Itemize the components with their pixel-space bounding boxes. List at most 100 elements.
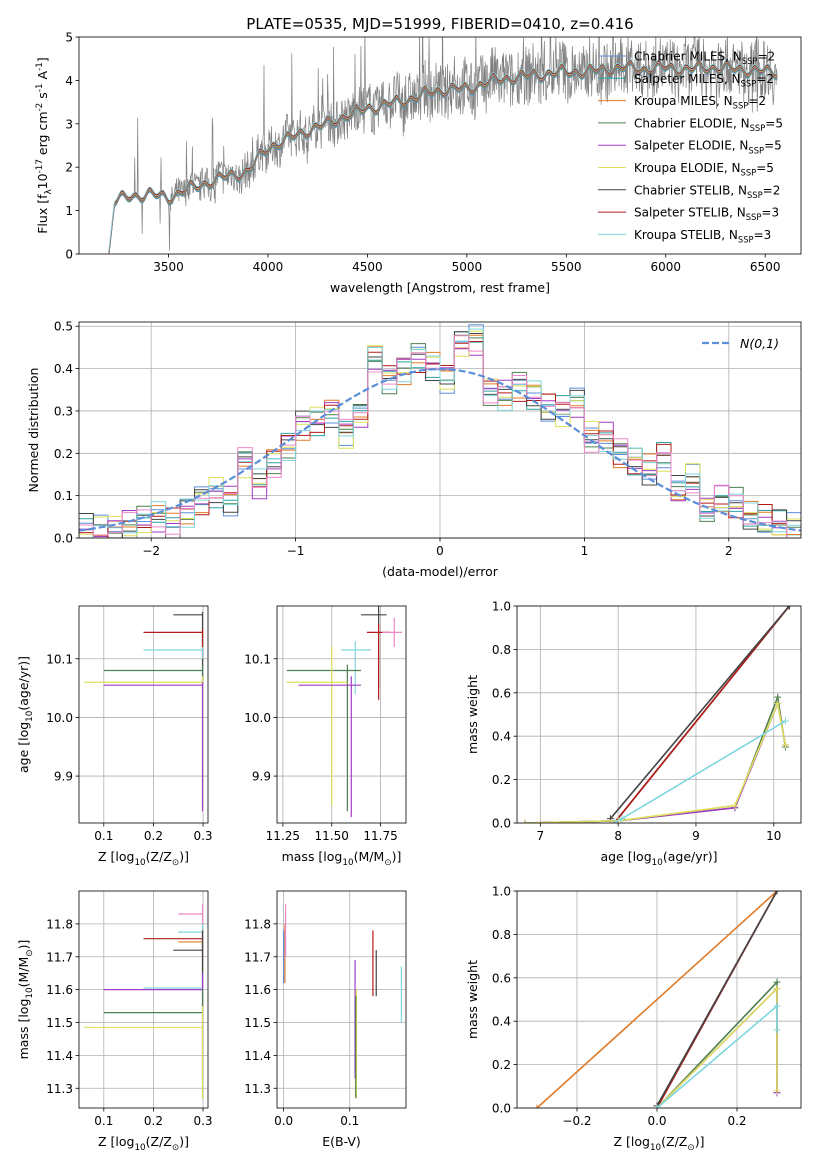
y-axis-label: mass weight	[465, 675, 480, 754]
weight-line-chabrier_elodie	[524, 694, 787, 823]
x-axis-label: E(B-V)	[322, 1134, 361, 1149]
x-axis-label: mass [log10(M/M⊙)]	[282, 849, 402, 868]
y-tick-label: 0.0	[54, 532, 73, 546]
legend-label-chabrier_miles: Chabrier MILES, NSSP=2	[634, 50, 775, 67]
y-tick-label: 10.0	[46, 711, 73, 725]
y-tick-label: 0.0	[492, 1102, 511, 1116]
x-tick-label: 0.3	[193, 1114, 212, 1128]
x-tick-label: −0.2	[562, 1114, 591, 1128]
y-tick-label: 0.8	[492, 928, 511, 942]
x-tick-label: 8	[614, 829, 622, 843]
y-tick-label: 11.3	[46, 1082, 73, 1096]
y-tick-label: 0.6	[492, 971, 511, 985]
x-tick-label: 4000	[253, 260, 284, 274]
y-tick-label: 0.1	[54, 489, 73, 503]
plot-area	[83, 904, 204, 1099]
spectrum-data-line	[108, 37, 778, 254]
weight-marker-kroupa_stelib	[653, 1104, 661, 1108]
weight-line-chabrier_stelib	[656, 891, 778, 1107]
weight-marker-kroupa_elodie	[774, 700, 782, 708]
plot-area	[283, 904, 402, 1099]
x-tick-label: 0.2	[144, 829, 163, 843]
model-line-chabrier_miles	[108, 64, 778, 254]
spectrum-axes: 3500 4000 4500 5000 5500 6000 6500 0 1 2 3 4 5 wavele…	[35, 31, 802, 295]
x-tick-label: 0.1	[94, 829, 113, 843]
x-axis-label: Z [log10(Z/Z⊙)]	[613, 1134, 704, 1153]
y-tick-label: 9.9	[54, 770, 73, 784]
x-tick-label: 5000	[452, 260, 483, 274]
x-tick-label: 3500	[153, 260, 184, 274]
mass-ebv-axes: 0.0 0.1 11.3 11.4 11.5 11.6 11.7 11.8 E(B-V)	[244, 890, 407, 1149]
weight-marker-kroupa_stelib	[781, 717, 789, 725]
y-tick-label: 0	[65, 248, 73, 262]
axes-frame	[276, 890, 407, 1109]
weight-marker-kroupa_elodie	[781, 741, 789, 749]
y-tick-label: 11.6	[46, 983, 73, 997]
weight-marker-kroupa_elodie	[521, 819, 529, 823]
weight-marker-chabrier_stelib	[785, 606, 793, 610]
x-axis-label: wavelength [Angstrom, rest frame]	[330, 280, 550, 295]
x-tick-label: 0.2	[144, 1114, 163, 1128]
plot-area	[83, 611, 204, 812]
mass-z-axes: 0.1 0.2 0.3 11.3 11.4 11.5 11.6 11.7 11.8 Z [log1…	[16, 890, 213, 1153]
age-mass-axes: 11.25 11.50 11.75 9.9 10.0 10.1 mass [log10(M/…	[244, 605, 407, 868]
weight-marker-kroupa_stelib	[610, 819, 618, 823]
legend-label-chabrier_elodie: Chabrier ELODIE, NSSP=5	[634, 116, 783, 133]
x-tick-label: 11.50	[315, 829, 349, 843]
x-tick-label: 0.1	[94, 1114, 113, 1128]
x-tick-label: 11.25	[266, 829, 300, 843]
y-tick-label: 11.8	[46, 917, 73, 931]
y-tick-label: 11.6	[244, 983, 271, 997]
weight-line-kroupa_miles	[536, 891, 778, 1108]
weight-marker-kroupa_elodie	[731, 802, 739, 810]
legend-label-gaussian: N(0,1)	[740, 336, 779, 351]
model-line-kroupa_miles	[108, 62, 778, 254]
legend-label-kroupa_miles: Kroupa MILES, NSSP=2	[634, 94, 766, 111]
y-tick-label: 1.0	[492, 600, 511, 614]
weight-line-kroupa_elodie	[524, 700, 787, 823]
x-tick-label: −2	[142, 544, 160, 558]
y-tick-label: 0.6	[492, 686, 511, 700]
spectrum-legend: Chabrier MILES, NSSP=2 Salpeter MILES, NS…	[598, 50, 783, 245]
y-tick-label: 11.5	[244, 1016, 271, 1030]
weight-marker-kroupa_elodie	[773, 985, 781, 993]
y-axis-label: Normed distribution	[26, 368, 41, 493]
y-tick-label: 0.4	[492, 1015, 511, 1029]
y-tick-label: 11.5	[46, 1016, 73, 1030]
model-line-kroupa_elodie	[108, 61, 778, 254]
y-tick-label: 11.3	[244, 1082, 271, 1096]
x-tick-label: 7	[537, 829, 545, 843]
y-tick-label: 0.4	[492, 730, 511, 744]
y-tick-label: 2	[65, 161, 73, 175]
y-axis-label: mass [log10(M/M⊙)]	[16, 940, 35, 1060]
model-line-salpeter_miles	[108, 63, 778, 254]
x-tick-label: 1	[581, 544, 589, 558]
model-line-kroupa_stelib	[108, 59, 778, 252]
weight-marker-kroupa_stelib	[618, 815, 626, 823]
x-tick-label: 0	[436, 544, 444, 558]
weight-marker-kroupa_elodie	[773, 1087, 781, 1095]
y-tick-label: 5	[65, 31, 73, 45]
weight-line-salpeter_elodie	[524, 700, 787, 823]
x-tick-label: 4500	[352, 260, 383, 274]
x-tick-label: 0.3	[193, 829, 212, 843]
y-tick-label: 0.2	[492, 773, 511, 787]
legend-label-chabrier_stelib: Chabrier STELIB, NSSP=2	[634, 183, 780, 200]
weight-marker-kroupa_stelib	[773, 1002, 781, 1010]
plot-area	[533, 891, 781, 1108]
y-tick-label: 0.3	[54, 404, 73, 418]
plot-area	[79, 324, 801, 538]
histogram-step-chabrier_stelib	[79, 331, 801, 538]
age-z-axes: 0.1 0.2 0.3 9.9 10.0 10.1 Z [log10(Z/Z⊙)] age […	[16, 605, 213, 868]
legend-label-kroupa_elodie: Kroupa ELODIE, NSSP=5	[634, 161, 774, 178]
y-tick-label: 1	[65, 204, 73, 218]
x-tick-label: 0.0	[647, 1114, 666, 1128]
weight-z-axes: −0.2 0.0 0.2 0.0 0.2 0.4 0.6 0.8 1.0 Z [log10(Z/Z…	[465, 885, 802, 1153]
x-tick-label: 0.2	[727, 1114, 746, 1128]
y-axis-label: mass weight	[465, 960, 480, 1039]
axes-frame	[516, 890, 802, 1109]
x-tick-label: 2	[725, 544, 733, 558]
y-tick-label: 11.7	[46, 950, 73, 964]
y-tick-label: 10.1	[244, 652, 271, 666]
weight-marker-kroupa_stelib	[773, 1026, 781, 1034]
